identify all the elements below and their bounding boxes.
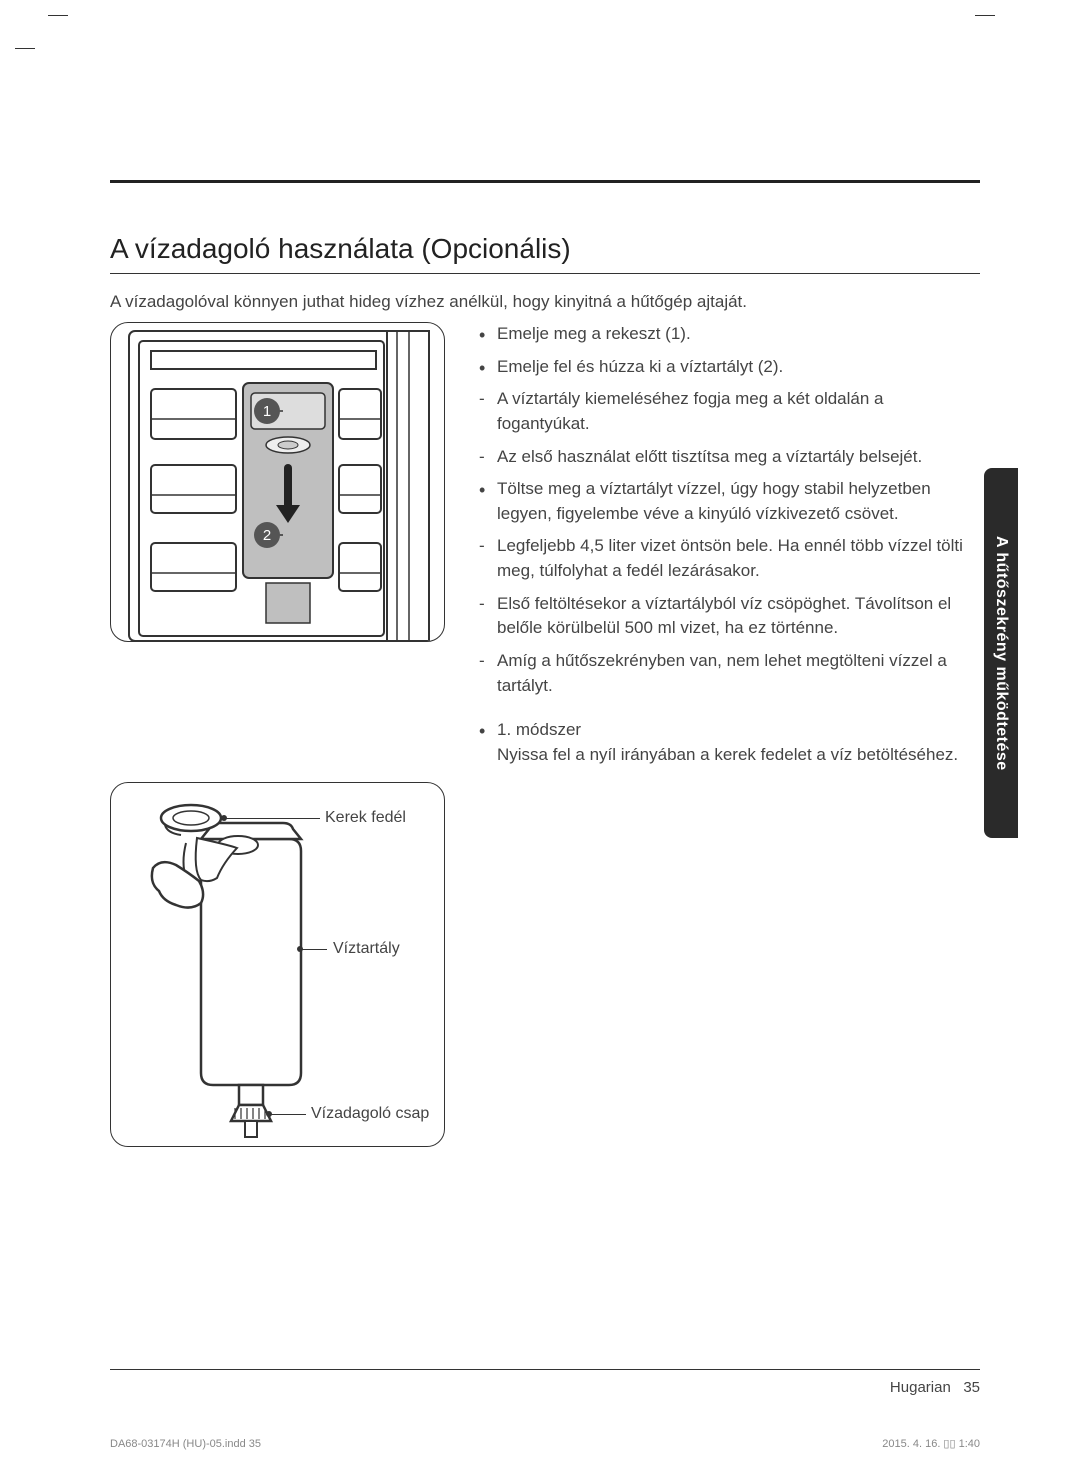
method-text: Nyissa fel a nyíl irányában a kerek fede…	[497, 745, 958, 764]
footer-rule	[110, 1369, 980, 1370]
label-round-lid: Kerek fedél	[325, 809, 406, 827]
section-intro: A vízadagolóval könnyen juthat hideg víz…	[110, 292, 980, 312]
water-tank-illustration	[111, 783, 446, 1148]
list-item: Első feltöltésekor a víztartályból víz c…	[475, 592, 980, 641]
section-title: A vízadagoló használata (Opcionális)	[110, 233, 980, 274]
figure-water-tank: Kerek fedél Víztartály Vízadagoló csap	[110, 782, 445, 1147]
side-tab-label: A hűtőszekrény működtetése	[992, 536, 1010, 771]
label-water-tank: Víztartály	[333, 940, 400, 958]
footer-page-number: 35	[963, 1379, 980, 1396]
text-column: Emelje meg a rekeszt (1). Emelje fel és …	[475, 322, 980, 776]
callout-line	[225, 818, 320, 819]
list-item: Amíg a hűtőszekrényben van, nem lehet me…	[475, 649, 980, 698]
list-item: 1. módszer Nyissa fel a nyíl irányában a…	[475, 718, 980, 767]
print-footer-right: 2015. 4. 16. ▯▯ 1:40	[882, 1437, 980, 1450]
page-footer: Hugarian 35	[890, 1379, 980, 1396]
top-rule	[110, 180, 980, 183]
figure-fridge-door: 1 2	[110, 322, 445, 642]
list-item: Töltse meg a víztartályt vízzel, úgy hog…	[475, 477, 980, 526]
figures-column: 1 2	[110, 322, 445, 1287]
label-dispenser-tap: Vízadagoló csap	[311, 1105, 429, 1123]
page-content: A vízadagoló használata (Opcionális) A v…	[0, 0, 1080, 1476]
list-item: A víztartály kiemeléséhez fogja meg a ké…	[475, 387, 980, 436]
callout-line	[270, 1114, 306, 1115]
list-item: Emelje meg a rekeszt (1).	[475, 322, 980, 347]
callout-line	[301, 949, 327, 950]
method-block: 1. módszer Nyissa fel a nyíl irányában a…	[475, 718, 980, 767]
list-item: Az első használat előtt tisztítsa meg a …	[475, 445, 980, 470]
marker-1: 1	[254, 398, 280, 424]
print-footer-left: DA68-03174H (HU)-05.indd 35	[110, 1438, 261, 1450]
instruction-list: Emelje meg a rekeszt (1). Emelje fel és …	[475, 322, 980, 698]
content-row: 1 2	[110, 322, 980, 1287]
list-item: Legfeljebb 4,5 liter vizet öntsön bele. …	[475, 534, 980, 583]
method-label: 1. módszer	[497, 720, 581, 739]
footer-lang: Hugarian	[890, 1379, 951, 1396]
marker-2: 2	[254, 522, 280, 548]
side-tab: A hűtőszekrény működtetése	[984, 468, 1018, 838]
fridge-door-illustration	[111, 323, 445, 642]
list-item: Emelje fel és húzza ki a víztartályt (2)…	[475, 355, 980, 380]
